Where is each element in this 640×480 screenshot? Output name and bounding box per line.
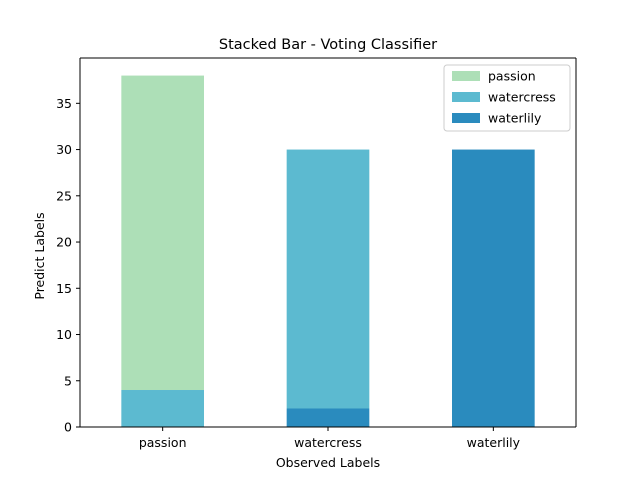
x-tick-label: waterlily: [467, 435, 521, 450]
axes-layer: 0 5 10 15 20 25 30 35 passion watercress waterlily: [56, 57, 577, 450]
y-tick-label: 5: [64, 373, 72, 388]
bars-layer: [121, 75, 535, 427]
y-tick-label: 25: [56, 188, 72, 203]
legend-label-passion: passion: [488, 69, 536, 84]
y-tick-label: 35: [56, 96, 72, 111]
legend-label-waterlily: waterlily: [488, 111, 542, 126]
x-tick-label: watercress: [294, 435, 362, 450]
legend-swatch-watercress: [452, 92, 480, 102]
x-axis-label: Observed Labels: [276, 455, 380, 470]
bar-watercress-passion: [121, 390, 204, 427]
legend-label-watercress: watercress: [488, 90, 556, 105]
legend-swatch-waterlily: [452, 113, 480, 123]
y-tick-label: 10: [56, 327, 72, 342]
y-tick-label: 15: [56, 281, 72, 296]
y-tick-label: 0: [64, 420, 72, 435]
chart-title: Stacked Bar - Voting Classifier: [219, 37, 437, 53]
y-tick-label: 30: [56, 142, 72, 157]
bar-waterlily-waterlily: [452, 149, 535, 427]
bar-waterlily-watercress: [286, 408, 370, 427]
legend: passion watercress waterlily: [443, 64, 571, 132]
bar-passion-passion: [121, 75, 204, 391]
y-tick-label: 20: [56, 235, 72, 250]
bar-watercress-watercress: [286, 149, 370, 409]
legend-swatch-passion: [452, 71, 480, 81]
x-tick-label: passion: [139, 435, 187, 450]
y-axis-label: Predict Labels: [32, 212, 47, 299]
